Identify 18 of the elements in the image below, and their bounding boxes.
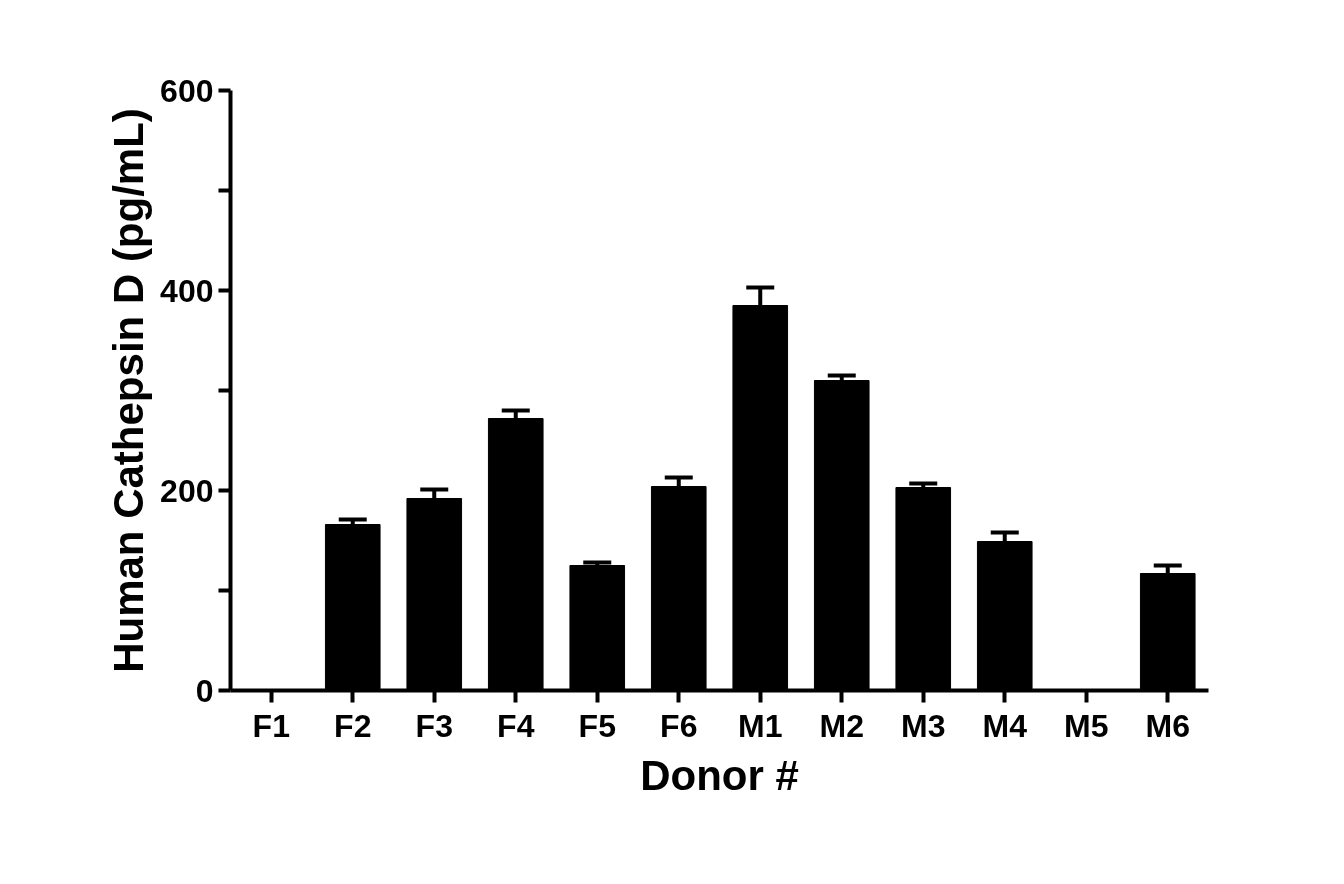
x-tick-label: M5	[1064, 707, 1109, 744]
x-tick-label: M6	[1145, 707, 1190, 744]
x-tick-label: F2	[334, 707, 372, 744]
x-tick-label: F6	[660, 707, 698, 744]
x-tick-label: F5	[578, 707, 616, 744]
y-tick-label: 200	[160, 472, 214, 509]
y-tick-label: 400	[160, 272, 214, 309]
y-tick-label: 0	[195, 672, 214, 709]
x-tick-label: M2	[819, 707, 864, 744]
x-tick-label: F1	[252, 707, 290, 744]
x-tick-label: M3	[901, 707, 946, 744]
x-tick-label: F3	[415, 707, 453, 744]
x-tick-label: M1	[738, 707, 783, 744]
x-tick-label: M4	[982, 707, 1028, 744]
y-axis-title: Human Cathepsin D (pg/mL)	[105, 108, 153, 673]
x-axis-title: Donor #	[640, 751, 799, 799]
x-tick-label: F4	[497, 707, 535, 744]
y-tick-label: 600	[160, 72, 214, 109]
